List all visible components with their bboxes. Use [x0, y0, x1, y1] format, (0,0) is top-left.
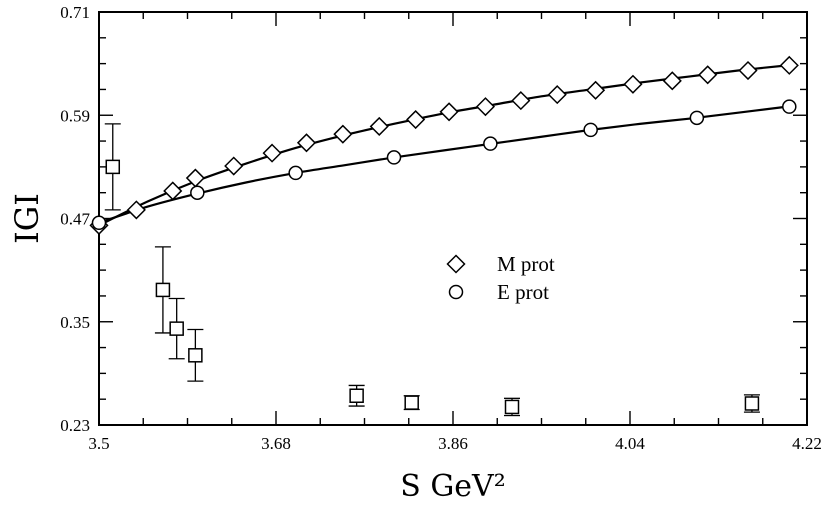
x-tick-label: 4.22: [792, 434, 822, 453]
x-tick-label: 3.68: [261, 434, 291, 453]
axis-ticks: [98, 11, 808, 426]
data-point-square: [155, 282, 171, 298]
data-point-diamond: [623, 74, 643, 94]
data-point-square: [744, 396, 760, 411]
legend-marker-circle: [448, 284, 464, 300]
data-point-diamond: [333, 124, 353, 144]
data-point-diamond: [439, 102, 459, 122]
data-point-diamond: [662, 71, 682, 91]
data-point-diamond: [511, 91, 531, 111]
legend-label: M prot: [497, 252, 555, 276]
data-point-diamond: [406, 109, 426, 130]
legend-label: E prot: [497, 280, 549, 304]
data-point-diamond: [262, 143, 282, 163]
data-point-square: [404, 395, 419, 410]
data-point-diamond: [296, 133, 317, 153]
tick-labels: 3.5 3.68 3.86 4.04 4.22 0.23 0.35 0.47 0.59 0.71: [60, 3, 822, 453]
data-point-circle: [91, 215, 107, 231]
data-point-circle: [583, 122, 598, 138]
legend: M prot E prot: [446, 252, 555, 304]
axis-titles: S GeV² IGI: [8, 193, 506, 504]
data-point-square: [169, 321, 184, 336]
y-tick-label: 0.71: [60, 3, 90, 22]
data-points: [89, 55, 799, 417]
y-tick-label: 0.47: [60, 210, 90, 229]
data-point-square: [188, 348, 203, 363]
x-tick-label: 4.04: [615, 434, 645, 453]
y-tick-label: 0.59: [60, 106, 90, 125]
data-point-diamond: [698, 65, 718, 85]
data-point-square: [504, 399, 520, 415]
data-point-circle: [386, 150, 402, 165]
y-axis-title: IGI: [8, 193, 46, 244]
y-tick-label: 0.23: [60, 416, 90, 435]
x-tick-label: 3.5: [88, 434, 109, 453]
data-point-diamond: [475, 97, 496, 117]
data-point-diamond: [369, 116, 389, 136]
fit-curve-diamond: [98, 64, 788, 227]
data-point-circle: [288, 165, 303, 181]
fit-curve-circle: [98, 105, 788, 224]
data-point-square: [349, 388, 364, 403]
legend-marker-diamond: [446, 254, 466, 274]
data-point-diamond: [163, 181, 183, 201]
data-point-diamond: [779, 55, 799, 75]
data-point-diamond: [126, 200, 146, 220]
fit-curves: [98, 64, 788, 227]
data-point-diamond: [738, 60, 758, 81]
data-point-square: [105, 159, 121, 175]
data-point-circle: [190, 185, 205, 200]
y-tick-label: 0.35: [60, 313, 90, 332]
x-axis-title: S GeV²: [400, 469, 506, 504]
data-point-circle: [689, 110, 705, 126]
data-point-diamond: [547, 85, 567, 105]
data-point-diamond: [586, 80, 606, 100]
x-tick-label: 3.86: [438, 434, 468, 453]
data-point-circle: [483, 136, 498, 151]
data-point-diamond: [224, 156, 244, 176]
data-point-circle: [782, 99, 797, 114]
